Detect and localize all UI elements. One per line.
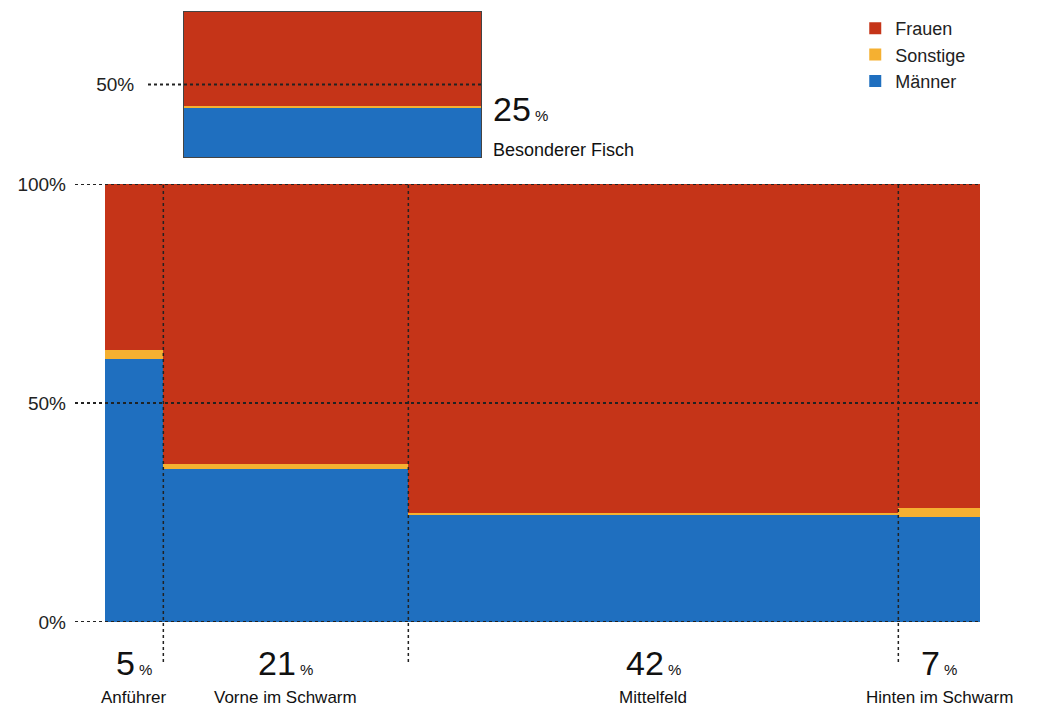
svg-text:Sonstige: Sonstige	[895, 46, 965, 66]
svg-text:7 %: 7 %	[921, 644, 957, 682]
svg-text:Vorne im Schwarm: Vorne im Schwarm	[214, 688, 357, 707]
svg-text:25 %: 25 %	[493, 90, 548, 128]
svg-text:Mittelfeld: Mittelfeld	[619, 688, 687, 707]
svg-text:21 %: 21 %	[258, 644, 313, 682]
svg-text:Besonderer Fisch: Besonderer Fisch	[493, 140, 634, 160]
svg-text:Männer: Männer	[895, 72, 956, 92]
svg-text:0%: 0%	[39, 612, 67, 633]
svg-text:50%: 50%	[96, 74, 134, 95]
svg-text:42 %: 42 %	[626, 644, 681, 682]
svg-text:50%: 50%	[28, 393, 66, 414]
svg-text:100%: 100%	[17, 174, 66, 195]
svg-text:Hinten im Schwarm: Hinten im Schwarm	[866, 688, 1013, 707]
svg-text:5 %: 5 %	[116, 644, 152, 682]
svg-text:Anführer: Anführer	[101, 688, 167, 707]
svg-text:Frauen: Frauen	[895, 19, 952, 39]
